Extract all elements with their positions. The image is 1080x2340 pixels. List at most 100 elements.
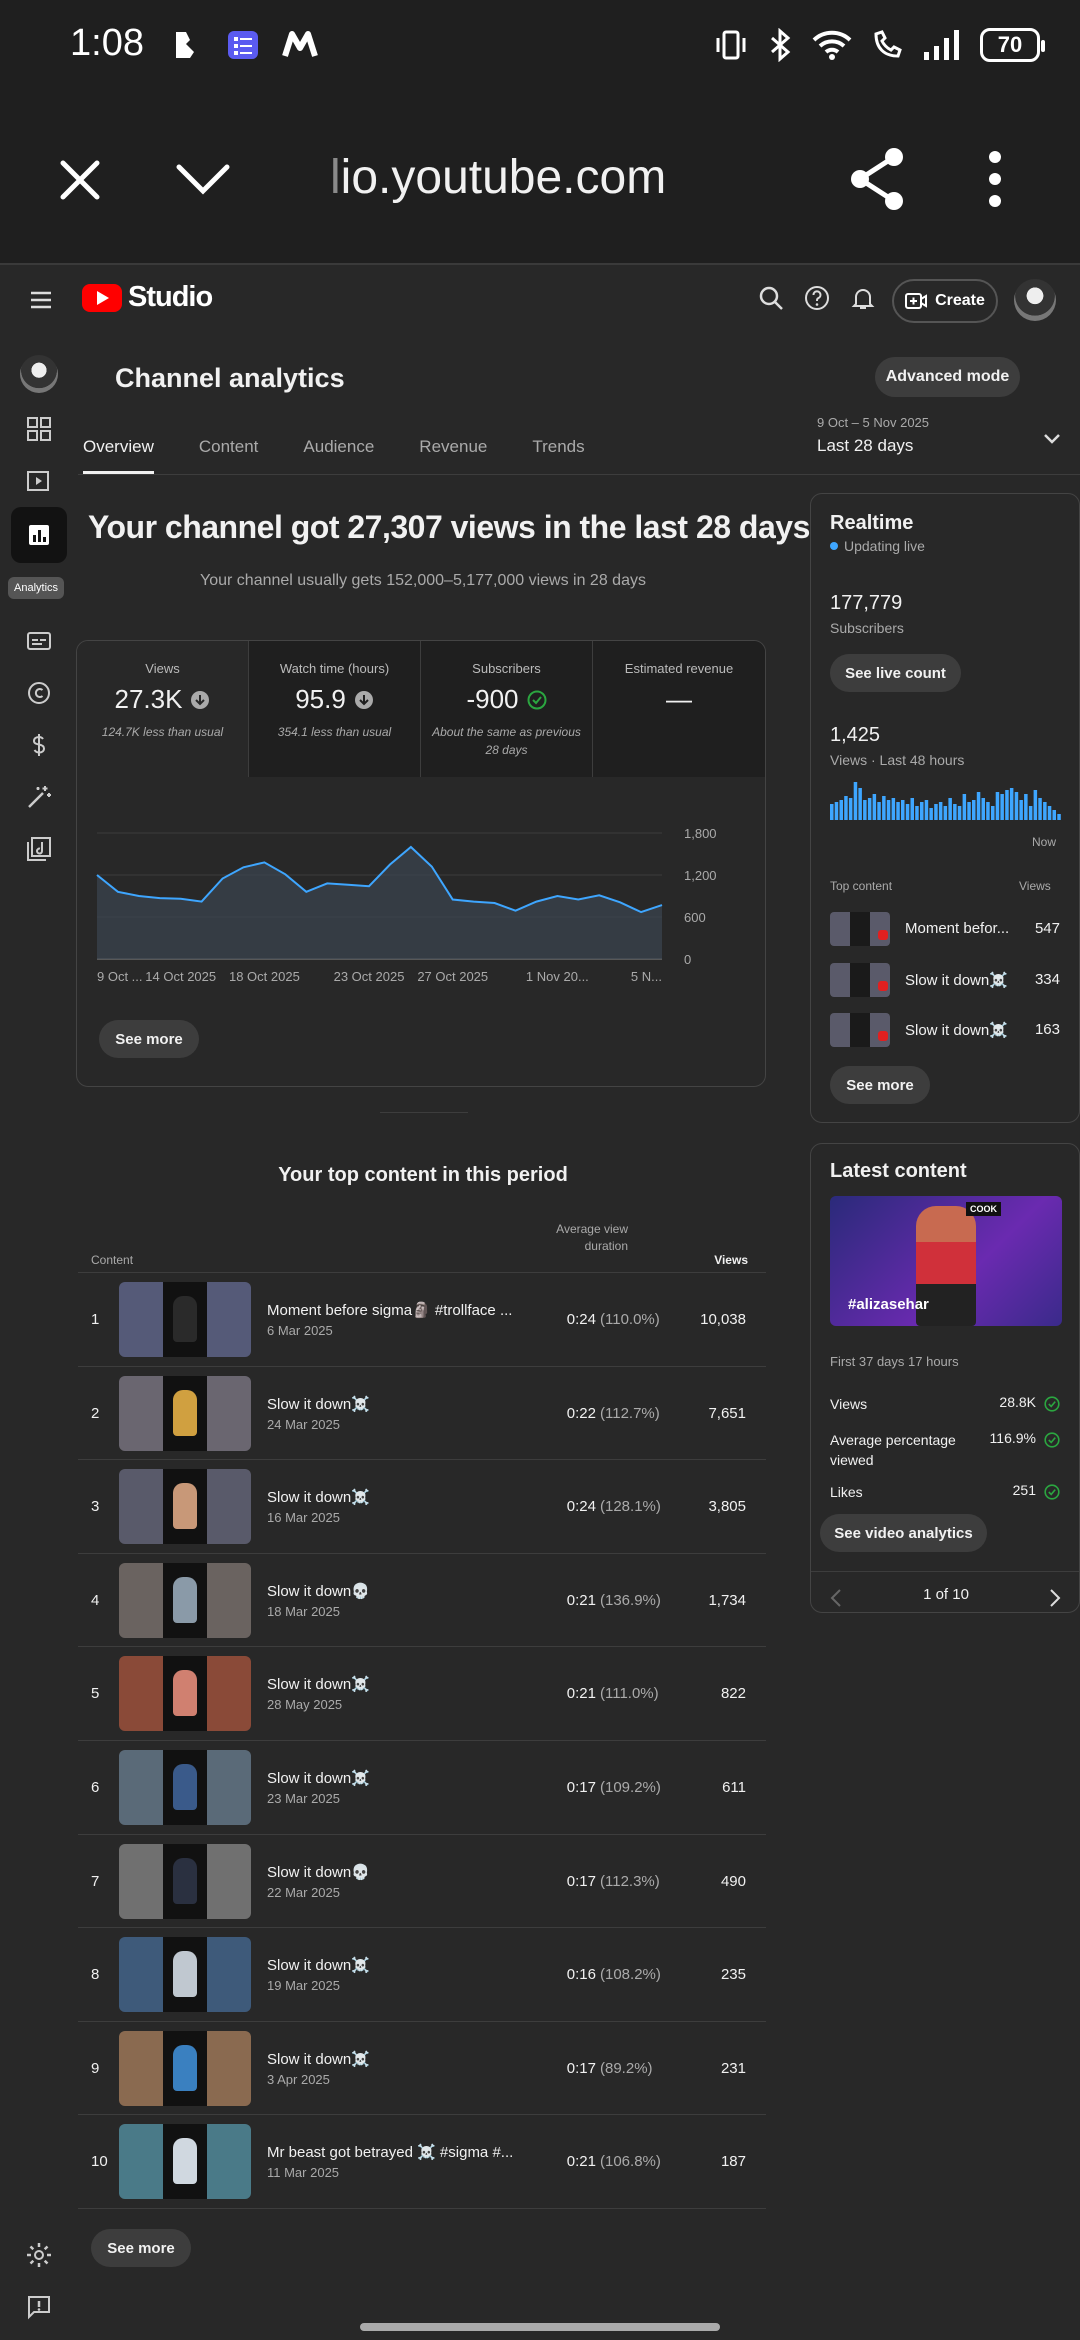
see-live-count-button[interactable]: See live count [830,654,961,692]
video-title[interactable]: Moment before sigma🗿 #trollface ... [267,1302,513,1319]
realtime-bar [1038,798,1042,820]
video-title[interactable]: Slow it down💀 [267,1863,370,1881]
x-tick-label: 1 Nov 20... [526,969,589,984]
views-chart: 0 600 1,200 1,800 9 Oct ... 14 Oct 2025 18 Oct… [96,826,717,984]
video-thumbnail[interactable] [119,1562,251,1638]
table-row[interactable]: 1 Moment before sigma🗿 #trollface ... 6 Ma… [78,1273,766,1367]
video-thumbnail[interactable] [119,1469,251,1545]
video-title[interactable]: Slow it down☠️ [267,1769,370,1787]
account-avatar[interactable] [1014,279,1056,321]
copyright-icon[interactable] [25,679,53,707]
wifi-calling-icon [874,30,902,58]
video-title[interactable]: Slow it down☠️ [267,1957,370,1975]
table-row[interactable]: 6 Slow it down☠️ 23 Mar 2025 0:17 (109.2%) 61… [78,1741,766,1835]
video-title[interactable]: Slow it down☠️ [267,1395,370,1413]
table-row[interactable]: 3 Slow it down☠️ 16 Mar 2025 0:24 (128.1%) 3,… [78,1460,766,1554]
more-vert-icon[interactable] [980,147,1010,211]
check-circle-icon [527,690,547,709]
table-row[interactable]: 8 Slow it down☠️ 19 Mar 2025 0:16 (108.2%) 23… [78,1928,766,2022]
tab-overview[interactable]: Overview [83,437,154,474]
avg-view-duration: 0:22 [566,1404,596,1422]
metric-estimated-revenue[interactable]: Estimated revenue — [593,641,765,777]
section-divider [380,1112,468,1113]
realtime-bar [938,802,943,820]
video-thumbnail[interactable] [119,1375,251,1451]
video-thumbnail[interactable] [119,2030,251,2106]
share-icon[interactable] [848,147,908,211]
notifications-icon[interactable] [850,285,876,311]
see-more-button[interactable]: See more [830,1066,930,1104]
tab-revenue[interactable]: Revenue [419,437,488,456]
table-row[interactable]: 2 Slow it down☠️ 24 Mar 2025 0:22 (112.7%) 7,… [78,1367,766,1461]
studio-logo[interactable]: Studio [82,281,213,314]
table-row[interactable]: 7 Slow it down💀 22 Mar 2025 0:17 (112.3%) 490 [78,1835,766,1929]
tab-trends[interactable]: Trends [532,437,585,456]
url-bar[interactable]: lio.youtube.com [330,151,667,204]
metric-watch-time[interactable]: Watch time (hours) 95.9 354.1 less than … [249,641,421,777]
realtime-bar [1033,790,1038,820]
content-icon[interactable] [25,467,53,495]
tab-audience[interactable]: Audience [303,437,375,456]
video-title[interactable]: Slow it down☠️ [267,2050,370,2068]
video-thumbnail[interactable] [119,1937,251,2013]
video-thumbnail[interactable] [119,1656,251,1732]
see-more-button[interactable]: See more [99,1020,199,1058]
chevron-down-icon[interactable] [175,157,231,203]
earn-dollar-icon[interactable] [25,731,53,759]
youtube-logo-icon [82,283,122,312]
table-row[interactable]: 9 Slow it down☠️ 3 Apr 2025 0:17 (89.2%) 231 [78,2022,766,2116]
video-views: 3,805 [708,1498,746,1516]
subtitles-icon[interactable] [25,627,53,655]
video-title[interactable]: Slow it down💀 [267,1582,370,1600]
realtime-top-item[interactable]: Slow it down☠️ 163 [830,1013,1065,1047]
audio-library-icon[interactable] [25,835,53,863]
notification-app-icon [176,32,194,58]
video-thumbnail [830,963,890,997]
video-views: 490 [720,1872,746,1890]
latest-video-thumbnail[interactable]: COOK #alizasehar [830,1196,1062,1326]
video-thumbnail[interactable] [119,1843,251,1919]
channel-avatar[interactable] [20,355,58,393]
chevron-down-icon[interactable] [1042,432,1062,446]
realtime-top-item[interactable]: Moment befor... 547 [830,912,1065,946]
gesture-bar[interactable] [360,2323,720,2331]
metric-views[interactable]: Views 27.3K 124.7K less than usual [77,641,249,777]
advanced-mode-button[interactable]: Advanced mode [875,357,1020,397]
customization-wand-icon[interactable] [25,783,53,811]
realtime-bar [834,802,839,820]
video-title[interactable]: Slow it down☠️ [267,1489,370,1507]
feedback-icon[interactable] [25,2293,53,2321]
close-icon[interactable] [55,155,105,205]
video-title[interactable]: Mr beast got betrayed ☠️ #sigma #... [267,2144,514,2162]
video-date: 18 Mar 2025 [267,1603,340,1619]
video-thumbnail[interactable] [119,2124,251,2200]
down-arrow-icon [191,690,210,709]
table-row[interactable]: 4 Slow it down💀 18 Mar 2025 0:21 (136.9%) 1,7… [78,1554,766,1648]
realtime-bar [991,806,995,820]
chevron-left-icon[interactable] [829,1588,843,1608]
realtime-top-item[interactable]: Slow it down☠️ 334 [830,963,1065,997]
help-icon[interactable] [804,285,830,311]
settings-gear-icon[interactable] [25,2241,53,2269]
see-video-analytics-button[interactable]: See video analytics [820,1514,987,1552]
metric-subscribers[interactable]: Subscribers -900 About the same as previ… [421,641,593,777]
video-title[interactable]: Slow it down☠️ [267,1676,370,1694]
video-views: 187 [720,2153,746,2171]
tab-content[interactable]: Content [198,437,259,456]
table-row[interactable]: 5 Slow it down☠️ 28 May 2025 0:21 (111.0%) 82… [78,1647,766,1741]
chevron-right-icon[interactable] [1048,1588,1062,1608]
video-thumbnail[interactable] [119,1749,251,1825]
rank-number: 3 [91,1498,100,1516]
create-button[interactable]: Create [892,279,998,323]
table-row[interactable]: 10 Mr beast got betrayed ☠️ #sigma #... 11… [78,2115,766,2209]
menu-icon[interactable] [28,287,54,313]
realtime-bar [901,800,905,820]
video-views: 822 [720,1685,746,1703]
see-more-button[interactable]: See more [91,2229,191,2267]
date-range-picker[interactable]: 9 Oct – 5 Nov 2025 Last 28 days [817,415,929,456]
avg-view-duration: 0:17 [566,1778,596,1796]
battery-indicator: 70 [980,28,1045,62]
dashboard-icon[interactable] [25,415,53,443]
search-icon[interactable] [758,285,784,311]
video-thumbnail[interactable] [119,1282,251,1357]
